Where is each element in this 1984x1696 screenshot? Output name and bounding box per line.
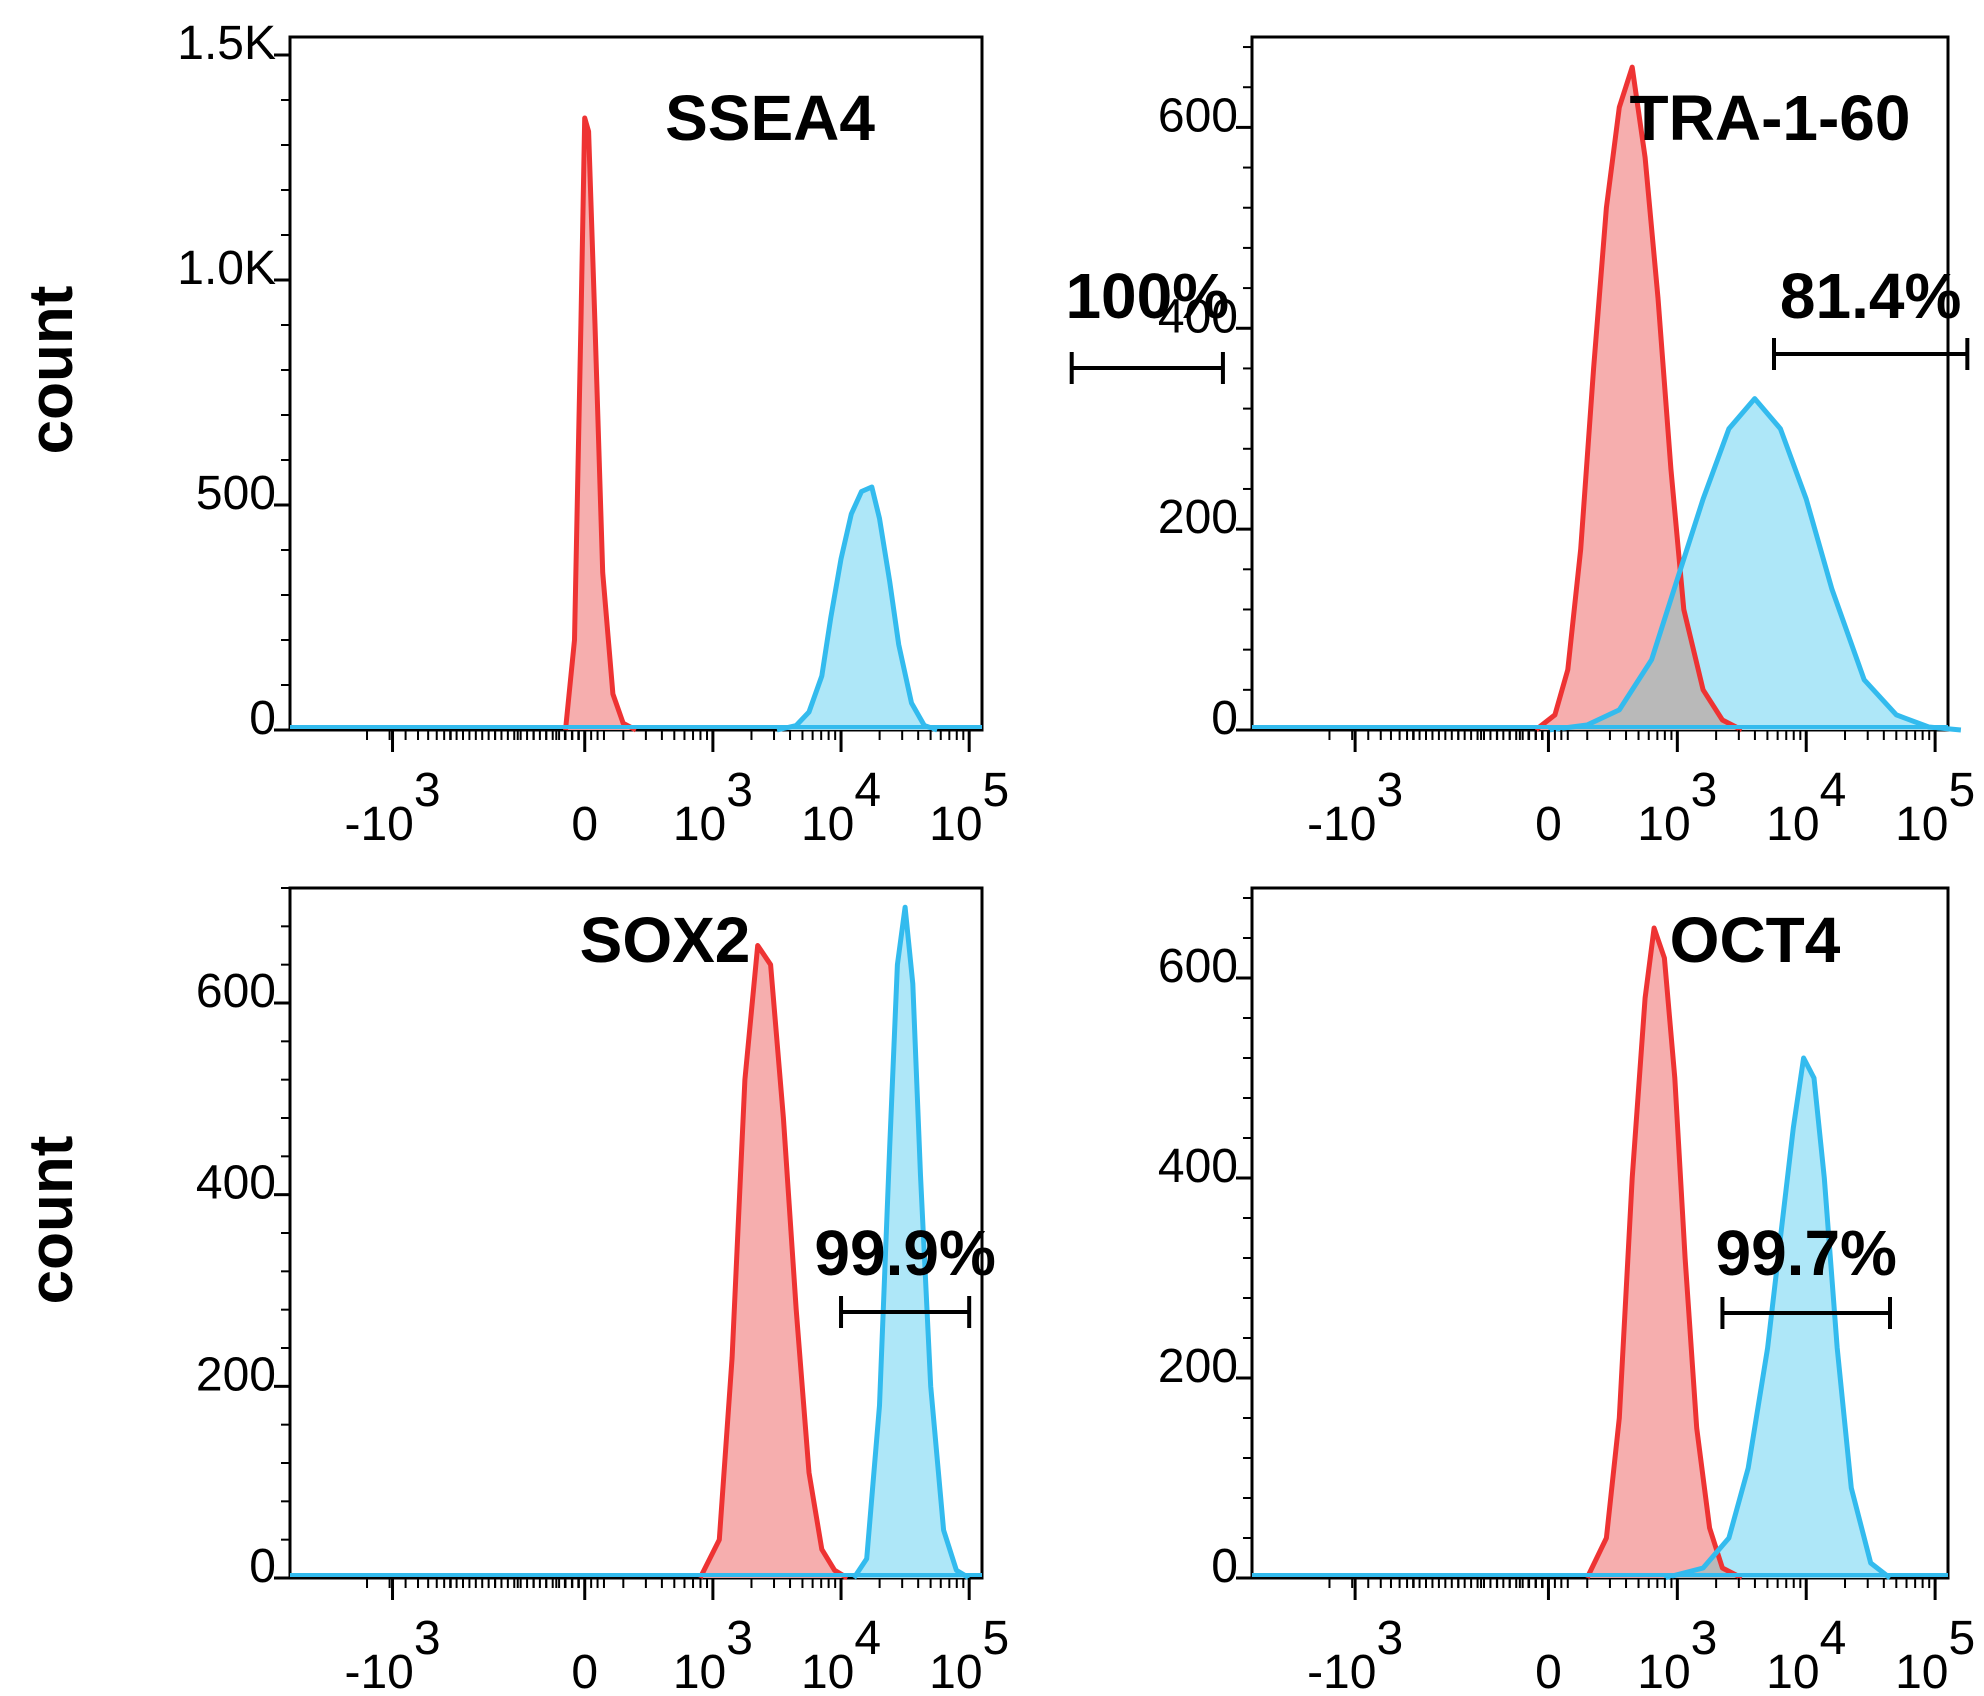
x-tick-label: 104: [1766, 764, 1846, 851]
histogram-line-control: [563, 115, 638, 733]
y-tick-label: 400: [1158, 290, 1238, 343]
histogram-fill-stained: [1548, 398, 1961, 730]
histogram-panel-4: 0 200 400 600 -103 0 103 104 105 OCT4 99.7%: [1158, 886, 1975, 1696]
histogram-line-stained: [1548, 396, 1962, 733]
y-axis-label-bottom: count: [17, 1136, 86, 1305]
y-tick-label: 0: [1211, 1540, 1238, 1593]
y-tick-label: 1.5K: [177, 17, 276, 70]
x-tick-label: 0: [571, 1646, 598, 1696]
histogram-line-control: [697, 943, 849, 1581]
gate-percentage-label: 100%: [1065, 260, 1229, 332]
x-tick-label: 103: [1637, 1612, 1717, 1696]
y-tick-label: 0: [1211, 692, 1238, 745]
histogram-line-control: [1584, 925, 1743, 1581]
panel-title: SOX2: [580, 904, 751, 976]
gate-percentage-label: 99.9%: [814, 1217, 995, 1289]
y-tick-label: 600: [1158, 89, 1238, 142]
y-tick-label: 200: [196, 1348, 276, 1401]
gate-percentage-label: 99.7%: [1715, 1217, 1896, 1289]
y-tick-label: 600: [1158, 940, 1238, 993]
y-tick-label: 600: [196, 965, 276, 1018]
histogram-panel-2: 0 200 400 600 -103 0 103 104 105 TRA-1-60 81.4%: [1158, 35, 1975, 851]
y-tick-label: 400: [1158, 1140, 1238, 1193]
x-tick-label: 105: [1895, 1612, 1975, 1696]
histogram-line-control: [1534, 64, 1743, 733]
histogram-panel-1: 0 500 1.0K 1.5K -103 0 103 104 105 SSEA4 100%: [177, 17, 1229, 851]
x-tick-label: 104: [1766, 1612, 1846, 1696]
histogram-line-stained: [776, 484, 938, 733]
histogram-line-stained: [1663, 1055, 1892, 1581]
histogram-fill-stained: [853, 907, 970, 1578]
x-tick-label: 103: [673, 1612, 753, 1696]
histogram-fill-stained: [776, 487, 938, 730]
panel-title: OCT4: [1670, 904, 1841, 976]
histogram-fill-control: [1535, 67, 1742, 731]
y-axis-label-top: count: [17, 286, 86, 455]
x-tick-label: 103: [673, 764, 753, 851]
histogram-fill-control: [700, 945, 848, 1578]
x-tick-label: 105: [929, 764, 1009, 851]
histogram-fill-control: [1587, 928, 1742, 1578]
y-tick-label: 0: [249, 692, 276, 745]
y-tick-label: 1.0K: [177, 242, 276, 295]
x-tick-label: 104: [801, 1612, 881, 1696]
x-tick-label: -103: [1307, 764, 1403, 851]
x-tick-label: 104: [801, 764, 881, 851]
y-tick-label: 200: [1158, 491, 1238, 544]
histogram-fill-stained: [1664, 1058, 1890, 1578]
x-tick-label: -103: [344, 764, 440, 851]
x-tick-label: 105: [1895, 764, 1975, 851]
x-tick-label: 0: [571, 798, 598, 851]
x-tick-label: -103: [1307, 1612, 1403, 1696]
x-tick-label: 0: [1535, 798, 1562, 851]
panel-title: SSEA4: [665, 82, 875, 154]
x-tick-label: -103: [344, 1612, 440, 1696]
x-tick-label: 0: [1535, 1646, 1562, 1696]
histogram-panel-3: 0 200 400 600 -103 0 103 104 105 SOX2 99.9%: [196, 886, 1009, 1696]
x-tick-label: 105: [929, 1612, 1009, 1696]
y-tick-label: 500: [196, 467, 276, 520]
y-tick-label: 400: [196, 1157, 276, 1210]
y-tick-label: 200: [1158, 1340, 1238, 1393]
y-tick-label: 0: [249, 1540, 276, 1593]
x-tick-label: 103: [1637, 764, 1717, 851]
gate-percentage-label: 81.4%: [1780, 260, 1961, 332]
histogram-line-stained: [851, 904, 971, 1581]
panel-title: TRA-1-60: [1630, 82, 1911, 154]
